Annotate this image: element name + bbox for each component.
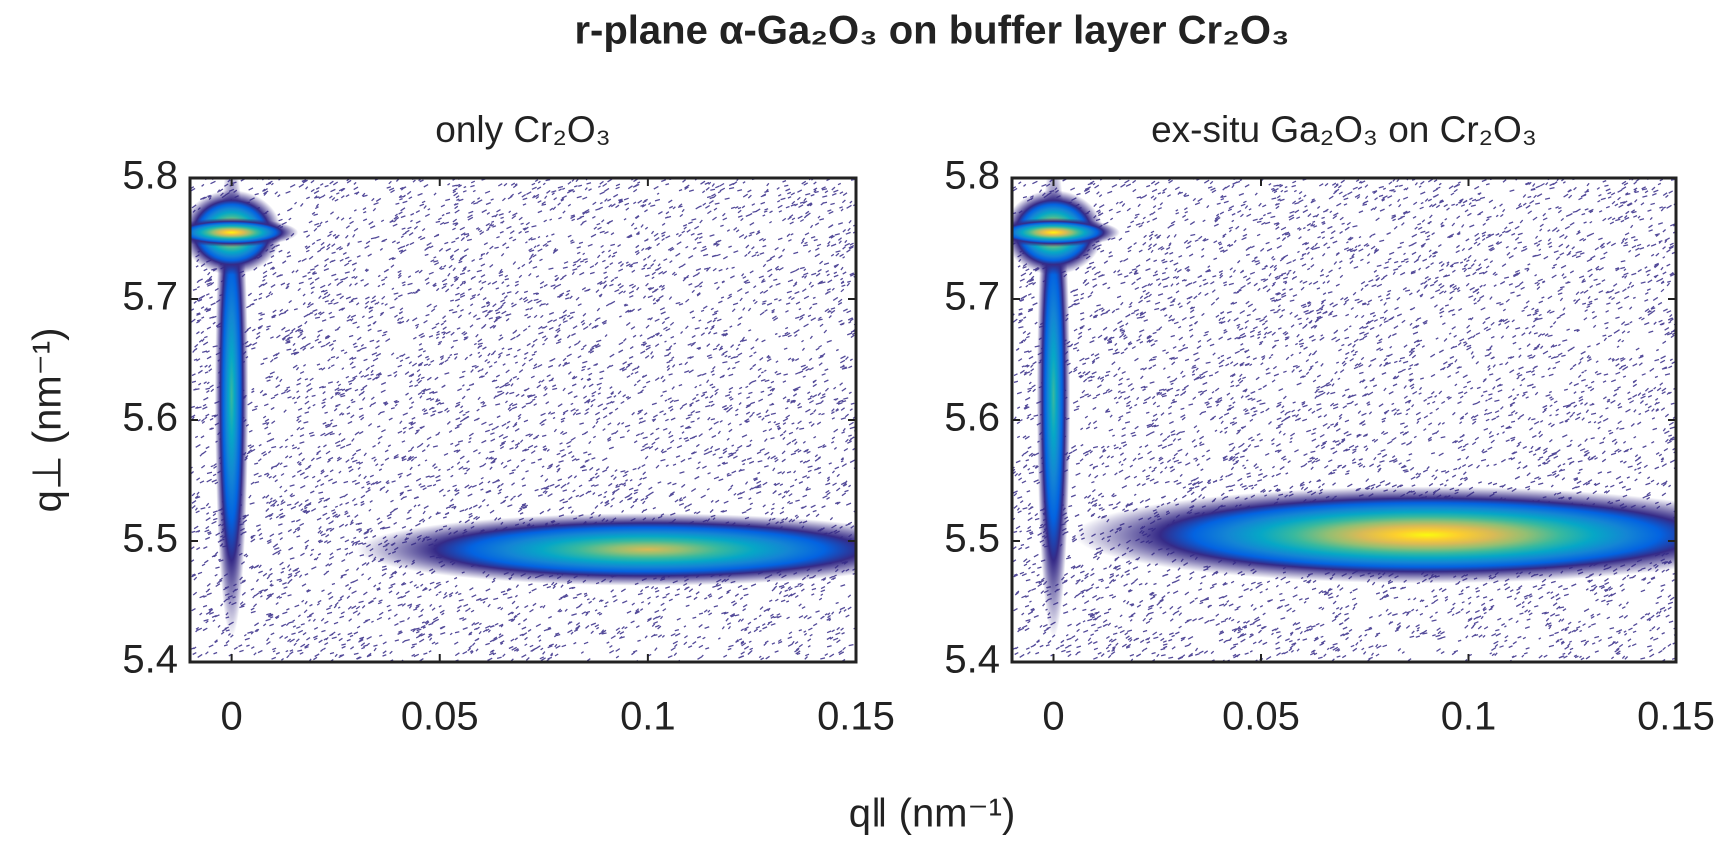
x-tick-label: 0 [1042, 695, 1064, 739]
axes-box [1010, 176, 1678, 664]
y-tick-label: 5.6 [944, 396, 1000, 440]
panel-title: ex-situ Ga₂O₃ on Cr₂O₃ [1151, 109, 1537, 150]
y-tick-label: 5.7 [944, 275, 1000, 319]
plot-area [190, 178, 856, 662]
x-tick-label: 0.1 [1441, 695, 1497, 739]
figure-title: r-plane α-Ga₂O₃ on buffer layer Cr₂O₃ [574, 9, 1289, 53]
intensity-peak [1012, 217, 1120, 247]
y-tick-label: 5.4 [122, 638, 178, 682]
y-tick-label: 5.6 [122, 396, 178, 440]
axes-box [188, 176, 858, 664]
panel: 0 0.05 0.1 0.15 5.4 5.5 5.6 5.7 5.8 ex-situ Ga₂O₃… [944, 109, 1715, 739]
noise-speckle [190, 178, 856, 662]
y-axis-label: q⊥ (nm⁻¹) [26, 328, 70, 513]
y-tick-label: 5.4 [944, 638, 1000, 682]
y-tick-label: 5.5 [944, 517, 1000, 561]
x-tick-label: 0 [221, 695, 243, 739]
intensity-peak [1074, 486, 1676, 584]
y-tick-label: 5.8 [944, 154, 1000, 198]
intensity-peak [214, 178, 249, 638]
x-axis-label: q‖ (nm⁻¹) [849, 792, 1016, 836]
x-tick-label: 0.1 [620, 695, 676, 739]
panel: 0 0.05 0.1 0.15 5.4 5.5 5.6 5.7 5.8 only Cr₂O₃ q⊥ … [26, 109, 895, 739]
intensity-peak [1036, 178, 1071, 638]
plot-area [1012, 178, 1676, 662]
noise-speckle [1012, 178, 1676, 662]
x-tick-label: 0.15 [1637, 695, 1715, 739]
intensity-peak [190, 217, 299, 247]
panel-title: only Cr₂O₃ [435, 109, 610, 150]
x-tick-label: 0.05 [401, 695, 479, 739]
y-tick-label: 5.5 [122, 517, 178, 561]
y-tick-label: 5.8 [122, 154, 178, 198]
x-tick-label: 0.05 [1222, 695, 1300, 739]
intensity-peak [356, 513, 856, 586]
x-tick-label: 0.15 [817, 695, 895, 739]
y-tick-label: 5.7 [122, 275, 178, 319]
